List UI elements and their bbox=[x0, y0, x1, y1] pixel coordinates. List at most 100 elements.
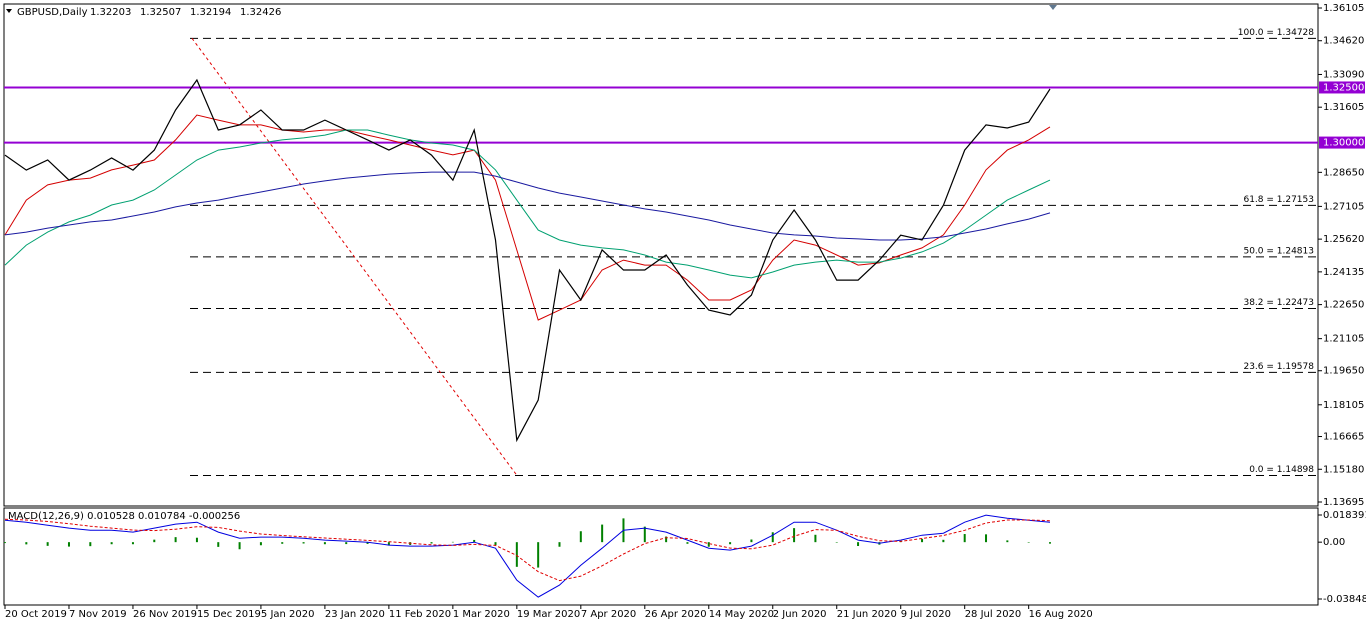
macd-histogram-bar bbox=[963, 534, 966, 543]
y-tick-label: 1.25620 bbox=[1323, 234, 1364, 245]
y-tick-label: 1.33090 bbox=[1323, 69, 1364, 80]
x-tick-label: 26 Nov 2019 bbox=[133, 609, 197, 620]
price-pane bbox=[3, 3, 1319, 507]
fib-label: 0.0 = 1.14898 bbox=[1249, 465, 1314, 475]
macd-histogram-bar bbox=[729, 542, 732, 545]
macd-tick-label: 0.00 bbox=[1323, 537, 1345, 548]
x-tick-label: 11 Feb 2020 bbox=[389, 609, 451, 620]
macd-histogram-bar bbox=[67, 542, 70, 547]
price-line bbox=[4, 78, 1051, 443]
y-tick-label: 1.18105 bbox=[1323, 400, 1364, 411]
macd-tick-label: 0.018391 bbox=[1323, 510, 1366, 521]
macd-histogram-bar bbox=[985, 534, 988, 543]
macd-histogram-bar bbox=[131, 542, 134, 545]
y-tick-label: 1.16665 bbox=[1323, 432, 1364, 443]
macd-histogram-bar bbox=[835, 542, 838, 543]
y-tick-label: 1.13695 bbox=[1323, 497, 1364, 508]
ohlc-value: 1.32194 bbox=[190, 7, 231, 18]
level-label: 1.30000 bbox=[1323, 138, 1364, 149]
macd-histogram-bar bbox=[707, 542, 710, 547]
macd-histogram-bar bbox=[473, 539, 476, 543]
macd-histogram-bar bbox=[217, 542, 220, 547]
x-tick-label: 21 Jun 2020 bbox=[837, 609, 897, 620]
x-tick-label: 28 Jul 2020 bbox=[965, 609, 1022, 620]
macd-histogram-bar bbox=[793, 528, 796, 543]
macd-histogram-bar bbox=[89, 542, 92, 547]
y-tick-label: 1.28650 bbox=[1323, 167, 1364, 178]
fib-label: 100.0 = 1.34728 bbox=[1238, 28, 1315, 38]
macd-histogram-bar bbox=[537, 542, 540, 568]
macd-histogram-bar bbox=[601, 524, 604, 543]
x-tick-label: 14 May 2020 bbox=[709, 609, 774, 620]
menu-arrow bbox=[6, 9, 12, 13]
macd-histogram-bar bbox=[302, 542, 305, 544]
macd-histogram-bar bbox=[366, 542, 369, 544]
macd-histogram-bar bbox=[238, 542, 241, 550]
shift-marker bbox=[1049, 5, 1057, 10]
macd-line bbox=[4, 514, 1051, 598]
macd-histogram-bar bbox=[4, 542, 6, 544]
macd-histogram-bar bbox=[153, 539, 156, 543]
x-tick-label: 16 Aug 2020 bbox=[1029, 609, 1093, 620]
macd-histogram-bar bbox=[451, 541, 454, 543]
ohlc-value: 1.32203 bbox=[90, 7, 131, 18]
macd-histogram-bar bbox=[921, 538, 924, 543]
macd-histogram-bar bbox=[259, 542, 262, 546]
macd-histogram-bar bbox=[323, 542, 326, 545]
macd-histogram-bar bbox=[195, 537, 198, 543]
macd-histogram-bar bbox=[25, 542, 28, 545]
fib-label: 50.0 = 1.24813 bbox=[1243, 246, 1314, 256]
y-tick-label: 1.24135 bbox=[1323, 267, 1364, 278]
y-tick-label: 1.22650 bbox=[1323, 300, 1364, 311]
y-tick-label: 1.19650 bbox=[1323, 366, 1364, 377]
level-label: 1.32500 bbox=[1323, 82, 1364, 93]
macd-histogram-bar bbox=[494, 542, 497, 545]
x-tick-label: 15 Dec 2019 bbox=[197, 609, 261, 620]
y-tick-label: 1.36105 bbox=[1323, 3, 1364, 14]
macd-pane bbox=[3, 507, 1319, 606]
y-tick-label: 1.15180 bbox=[1323, 464, 1364, 475]
ohlc-value: 1.32507 bbox=[140, 7, 181, 18]
fib-label: 61.8 = 1.27153 bbox=[1243, 195, 1314, 205]
signal-line bbox=[4, 518, 1051, 582]
macd-histogram-bar bbox=[1027, 542, 1030, 543]
macd-title: MACD(12,26,9) 0.010528 0.010784 -0.00025… bbox=[8, 511, 240, 522]
x-tick-label: 7 Apr 2020 bbox=[581, 609, 636, 620]
macd-histogram-bar bbox=[579, 531, 582, 543]
macd-histogram-bar bbox=[1049, 542, 1051, 544]
fib-trendline bbox=[191, 38, 518, 476]
y-tick-label: 1.31605 bbox=[1323, 102, 1364, 113]
macd-histogram-bar bbox=[46, 542, 49, 546]
x-tick-label: 26 Apr 2020 bbox=[645, 609, 707, 620]
level-box bbox=[1319, 136, 1365, 149]
ohlc-value: 1.32426 bbox=[240, 7, 281, 18]
macd-histogram-bar bbox=[430, 542, 433, 544]
level-box bbox=[1319, 81, 1365, 94]
macd-histogram-bar bbox=[345, 542, 348, 545]
macd-histogram-bar bbox=[558, 542, 561, 547]
x-tick-label: 7 Nov 2019 bbox=[69, 609, 127, 620]
fib-label: 23.6 = 1.19578 bbox=[1243, 362, 1314, 372]
macd-histogram-bar bbox=[942, 539, 945, 543]
x-tick-label: 5 Jan 2020 bbox=[261, 609, 315, 620]
symbol: GBPUSD,Daily bbox=[17, 7, 88, 18]
x-tick-label: 1 Mar 2020 bbox=[453, 609, 510, 620]
moving-average bbox=[4, 129, 1051, 279]
macd-histogram-bar bbox=[643, 526, 646, 543]
macd-histogram-bar bbox=[814, 534, 817, 543]
x-tick-label: 2 Jun 2020 bbox=[773, 609, 827, 620]
macd-histogram-bar bbox=[387, 542, 390, 546]
macd-tick-label: -0.038484 bbox=[1323, 594, 1366, 605]
x-tick-label: 9 Jul 2020 bbox=[901, 609, 951, 620]
y-tick-label: 1.21105 bbox=[1323, 334, 1364, 345]
x-tick-label: 20 Oct 2019 bbox=[5, 609, 67, 620]
moving-average bbox=[4, 171, 1051, 241]
x-tick-label: 23 Jan 2020 bbox=[325, 609, 385, 620]
macd-histogram-bar bbox=[771, 532, 774, 543]
macd-histogram-bar bbox=[281, 542, 284, 544]
macd-histogram-bar bbox=[515, 542, 518, 567]
macd-histogram-bar bbox=[857, 542, 860, 547]
macd-histogram-bar bbox=[750, 539, 753, 543]
x-tick-label: 19 Mar 2020 bbox=[517, 609, 580, 620]
